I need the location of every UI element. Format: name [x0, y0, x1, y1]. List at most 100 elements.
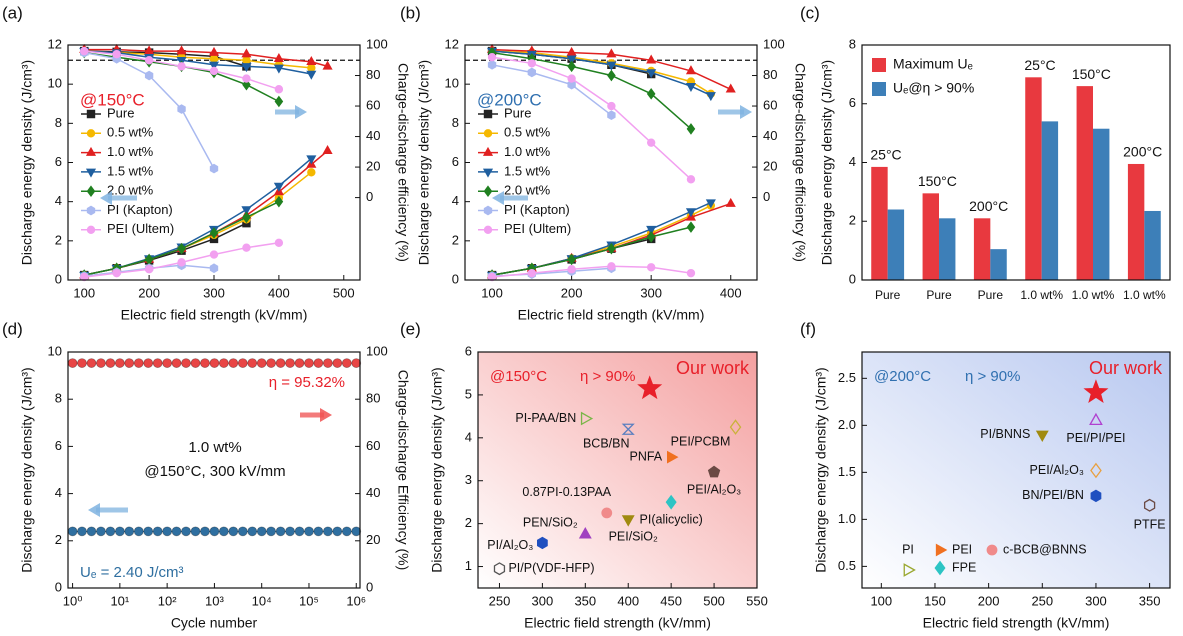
point: [285, 358, 295, 368]
panel-label: (f): [800, 319, 816, 338]
point: [77, 358, 87, 368]
legend-label: Pure: [107, 105, 134, 120]
point: [190, 358, 201, 368]
y-tick-label: 0: [452, 271, 459, 286]
y-tick-label: 10: [48, 76, 62, 91]
x-tick-label: 200: [138, 285, 160, 300]
point: [332, 358, 343, 368]
point: [646, 69, 657, 79]
y2-tick-label: 100: [366, 343, 388, 358]
point-label: PEI/Al₂O₃: [1030, 463, 1084, 477]
legend-marker: [482, 146, 494, 156]
y-tick-label: 12: [48, 36, 62, 51]
y2-tick-label: 0: [763, 189, 770, 204]
point: [686, 123, 696, 135]
point: [729, 419, 742, 435]
point: [273, 64, 284, 74]
highlight-point: [637, 375, 663, 400]
x-tick-label: 1.0 wt%: [1072, 288, 1115, 302]
point: [242, 243, 251, 252]
point: [144, 70, 154, 81]
bar: [922, 193, 939, 280]
plot-frame: [477, 351, 758, 589]
point: [567, 253, 576, 266]
bar: [990, 249, 1007, 280]
x-tick-label: 250: [489, 593, 511, 608]
bar: [939, 218, 956, 280]
legend-label: Uₑ@η > 90%: [893, 80, 974, 96]
point: [177, 104, 186, 114]
y-axis-label: Discharge energy density (J/cm³): [813, 367, 829, 572]
point: [209, 163, 219, 174]
bar-label: 25°C: [870, 147, 901, 163]
y2-tick-label: 80: [763, 67, 777, 82]
legend-label: 2.0 wt%: [107, 183, 154, 198]
point-label: 0.87PI-0.13PAA: [522, 485, 611, 499]
legend-label: Pure: [504, 105, 531, 120]
point-label: PEI/SiO₂: [609, 530, 658, 544]
point: [351, 358, 362, 368]
point: [607, 110, 616, 121]
y-tick-label: 1: [465, 558, 472, 573]
point: [105, 358, 116, 368]
y2-tick-label: 40: [763, 128, 777, 143]
y-axis-label: Discharge energy density (J/cm³): [19, 367, 35, 572]
point: [667, 450, 679, 464]
point: [171, 358, 182, 368]
series-line: [491, 56, 692, 180]
point: [218, 526, 229, 537]
point: [114, 358, 125, 368]
plot-frame: [861, 44, 1171, 281]
point: [1089, 412, 1103, 426]
y-axis-label: Discharge energy density (J/cm³): [416, 60, 432, 265]
legend-marker: [903, 563, 916, 577]
y-tick-label: 0: [849, 271, 856, 286]
x-tick-label: 10⁰: [63, 593, 83, 608]
point: [567, 74, 576, 83]
legend-label: PEI (Ultem): [504, 221, 571, 236]
legend-label: 1.5 wt%: [107, 163, 154, 178]
point: [143, 526, 154, 537]
arrow-head: [100, 191, 112, 205]
point: [322, 144, 333, 154]
point: [176, 45, 187, 55]
x-tick-label: 400: [617, 593, 639, 608]
x-tick-label: 300: [203, 285, 225, 300]
x-tick-label: 350: [1139, 593, 1161, 608]
point: [177, 258, 186, 267]
point: [162, 358, 173, 368]
point: [96, 358, 106, 368]
x-tick-label: Pure: [978, 288, 1004, 302]
legend-marker: [483, 129, 493, 138]
x-tick-label: 100: [73, 285, 95, 300]
point: [105, 526, 116, 537]
point: [266, 526, 276, 537]
x-tick-label: 300: [640, 285, 662, 300]
point-label: PEN/SiO₂: [523, 516, 578, 530]
y2-tick-label: 20: [763, 159, 777, 174]
point: [646, 138, 656, 147]
x-tick-label: 450: [660, 593, 682, 608]
bar: [1025, 77, 1042, 280]
bar-label: 200°C: [1123, 144, 1162, 160]
arrow-head: [320, 408, 332, 422]
x-tick-label: Pure: [875, 288, 901, 302]
y-tick-label: 0: [55, 579, 62, 594]
point: [306, 56, 317, 66]
x-tick-label: 300: [1085, 593, 1107, 608]
y2-tick-label: 60: [366, 97, 380, 112]
panel-label: (b): [400, 3, 421, 22]
point: [80, 46, 89, 56]
y-tick-label: 4: [55, 485, 62, 500]
panel-label: (e): [400, 319, 421, 338]
y-tick-label: 1.0: [838, 511, 856, 526]
legend-marker: [86, 185, 96, 198]
point: [686, 175, 696, 184]
point: [274, 85, 284, 94]
point: [209, 250, 219, 259]
x-tick-label: 550: [746, 593, 768, 608]
point-label: PEI/PI/PEI: [1066, 431, 1125, 445]
point: [527, 59, 537, 68]
legend-marker: [483, 185, 493, 198]
